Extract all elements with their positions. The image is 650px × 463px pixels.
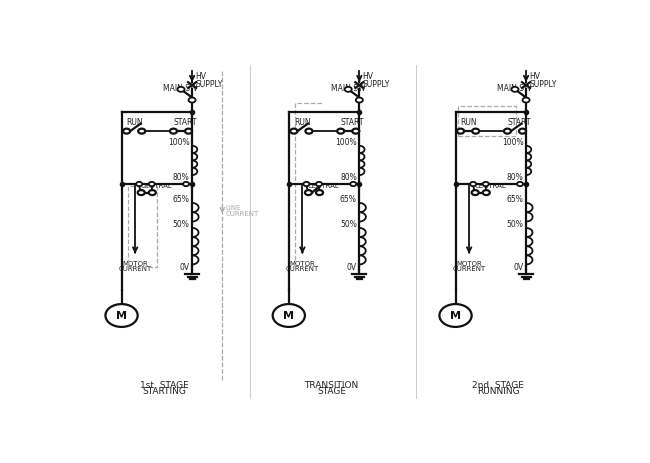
Circle shape: [457, 129, 464, 134]
Text: STARTING: STARTING: [142, 386, 187, 395]
Text: TRANSITION: TRANSITION: [304, 380, 359, 389]
Circle shape: [149, 191, 156, 196]
Text: 0V: 0V: [346, 262, 357, 271]
Bar: [458, 107, 516, 137]
Text: MOTOR: MOTOR: [289, 261, 315, 267]
Circle shape: [304, 182, 309, 187]
Text: 100%: 100%: [168, 138, 190, 146]
Text: M: M: [116, 311, 127, 321]
Text: M: M: [450, 311, 461, 321]
Text: SUPPLY: SUPPLY: [362, 80, 390, 88]
Circle shape: [344, 88, 352, 93]
Text: HV: HV: [362, 72, 373, 81]
Text: 80%: 80%: [340, 173, 357, 182]
Text: 2nd  STAGE: 2nd STAGE: [473, 380, 525, 389]
Text: SUPPLY: SUPPLY: [195, 80, 222, 88]
Text: 65%: 65%: [340, 194, 357, 203]
Circle shape: [291, 129, 297, 134]
Circle shape: [470, 182, 476, 187]
Circle shape: [504, 129, 511, 134]
Circle shape: [316, 182, 322, 187]
Text: HV: HV: [195, 72, 206, 81]
Text: CURRENT: CURRENT: [226, 211, 259, 217]
Text: 50%: 50%: [340, 219, 357, 228]
Text: START: START: [341, 118, 364, 126]
Bar: [127, 187, 157, 268]
Text: MOTOR: MOTOR: [456, 261, 482, 267]
Text: MOTOR: MOTOR: [122, 261, 148, 267]
Circle shape: [519, 129, 526, 134]
Text: CENTRAL: CENTRAL: [140, 182, 172, 188]
Text: RUN: RUN: [294, 118, 311, 126]
Text: 0V: 0V: [179, 262, 190, 271]
Circle shape: [483, 182, 489, 187]
Circle shape: [517, 182, 523, 187]
Circle shape: [138, 129, 145, 134]
Text: CURRENT: CURRENT: [286, 265, 319, 271]
Text: MAIN SW: MAIN SW: [497, 84, 532, 93]
Circle shape: [105, 304, 138, 327]
Text: 80%: 80%: [507, 173, 523, 182]
Text: START: START: [174, 118, 197, 126]
Circle shape: [523, 98, 530, 103]
Text: RUN: RUN: [461, 118, 477, 126]
Circle shape: [350, 182, 356, 187]
Circle shape: [352, 129, 359, 134]
Circle shape: [306, 129, 313, 134]
Text: CURRENT: CURRENT: [452, 265, 486, 271]
Text: 100%: 100%: [335, 138, 357, 146]
Text: RUNNING: RUNNING: [477, 386, 519, 395]
Circle shape: [123, 129, 130, 134]
Text: 80%: 80%: [173, 173, 190, 182]
Circle shape: [177, 88, 185, 93]
Text: SUPPLY: SUPPLY: [529, 80, 556, 88]
Circle shape: [272, 304, 305, 327]
Text: 65%: 65%: [506, 194, 523, 203]
Text: M: M: [283, 311, 294, 321]
Text: HV: HV: [529, 72, 540, 81]
Circle shape: [337, 129, 345, 134]
Circle shape: [439, 304, 472, 327]
Text: RUN: RUN: [127, 118, 143, 126]
Text: 50%: 50%: [506, 219, 523, 228]
Circle shape: [149, 182, 155, 187]
Text: MAIN SW: MAIN SW: [163, 84, 198, 93]
Circle shape: [472, 129, 479, 134]
Text: 0V: 0V: [514, 262, 523, 271]
Circle shape: [138, 191, 145, 196]
Circle shape: [305, 191, 312, 196]
Circle shape: [188, 98, 196, 103]
Circle shape: [472, 191, 478, 196]
Circle shape: [183, 182, 189, 187]
Text: 65%: 65%: [173, 194, 190, 203]
Circle shape: [512, 88, 519, 93]
Circle shape: [136, 182, 142, 187]
Text: 1st  STAGE: 1st STAGE: [140, 380, 188, 389]
Text: 100%: 100%: [502, 138, 523, 146]
Circle shape: [316, 191, 323, 196]
Text: CENTRAL: CENTRAL: [307, 182, 339, 188]
Circle shape: [185, 129, 192, 134]
Circle shape: [170, 129, 177, 134]
Text: START: START: [508, 118, 531, 126]
Text: CURRENT: CURRENT: [118, 265, 152, 271]
Circle shape: [483, 191, 490, 196]
Text: STAGE: STAGE: [317, 386, 346, 395]
Text: 50%: 50%: [173, 219, 190, 228]
Text: MAIN SW: MAIN SW: [331, 84, 365, 93]
Text: CENTRAL: CENTRAL: [474, 182, 506, 188]
Text: LINE: LINE: [226, 205, 241, 211]
Circle shape: [356, 98, 363, 103]
